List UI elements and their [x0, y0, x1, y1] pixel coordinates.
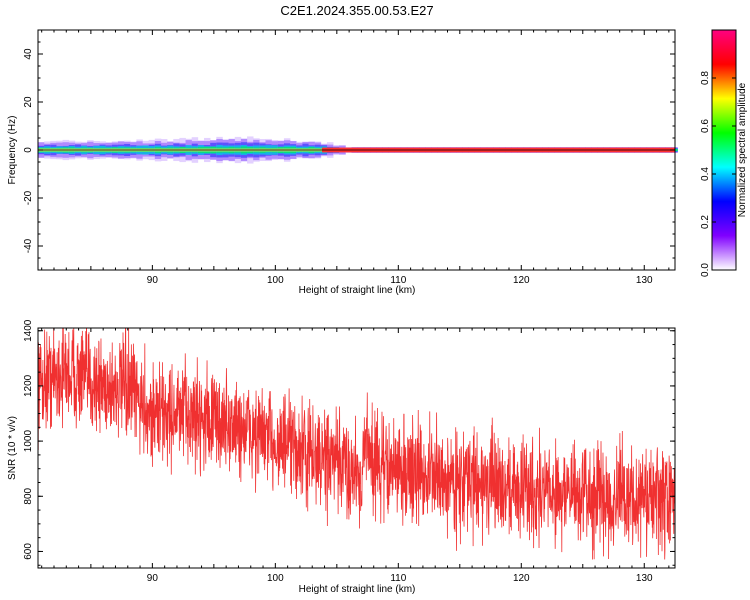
colorbar-gradient: [711, 29, 737, 271]
snr-axes: 90 100 110 120 130 600 800 1000 1200 1400: [23, 319, 675, 584]
colorbar-tick-label: 0.4: [700, 167, 711, 181]
snr-x-tick-label: 110: [390, 573, 406, 584]
spectrogram-y-tick-label: 0: [23, 147, 34, 153]
spectrogram-x-tick-label: 130: [636, 275, 653, 286]
figure-title: C2E1.2024.355.00.53.E27: [280, 3, 433, 18]
snr-y-tick-label: 600: [23, 543, 34, 560]
colorbar: 0.0 0.2 0.4 0.6 0.8 Normalized spectral ampl…: [700, 29, 748, 277]
spectrogram-x-tick-label: 120: [513, 275, 530, 286]
snr-y-axis-label: SNR (10 * v/v): [7, 416, 18, 480]
snr-x-tick-label: 90: [147, 573, 159, 584]
snr-x-axis-label: Height of straight line (km): [299, 584, 416, 595]
spectrogram-band: [38, 136, 678, 164]
spectrogram-x-axis-label: Height of straight line (km): [299, 285, 416, 296]
spectrogram-y-axis-label: Frequency (Hz): [7, 116, 18, 185]
snr-x-tick-label: 120: [513, 573, 530, 584]
colorbar-tick-label: 0.0: [700, 263, 711, 277]
spectrogram-y-tick-label: 40: [23, 48, 34, 60]
snr-y-tick-label: 1000: [23, 430, 34, 453]
spectrogram-y-tick-label: -40: [23, 238, 34, 253]
spectrogram-y-tick-label: -20: [23, 190, 34, 205]
spectrogram-panel: 90 100 110 120 130 -40 -20 0 20 40 Height of stra…: [7, 29, 678, 296]
colorbar-tick-label: 0.6: [700, 119, 711, 133]
snr-y-tick-label: 800: [23, 487, 34, 504]
snr-frame: [37, 327, 676, 569]
spectrogram-x-tick-label: 110: [390, 275, 406, 286]
snr-y-tick-label: 1400: [23, 319, 34, 342]
snr-panel: 90 100 110 120 130 600 800 1000 1200 1400 Height …: [7, 319, 676, 595]
colorbar-ticks: 0.0 0.2 0.4 0.6 0.8: [700, 71, 736, 277]
spectrogram-x-tick-label: 90: [147, 275, 159, 286]
spectrogram-y-tick-label: 20: [23, 96, 34, 108]
colorbar-label: Normalized spectral amplitude: [737, 82, 748, 217]
snr-series-line: [38, 328, 675, 560]
colorbar-tick-label: 0.2: [700, 215, 711, 229]
spectrogram-axes: 90 100 110 120 130 -40 -20 0 20 40: [23, 29, 675, 286]
snr-y-tick-label: 1200: [23, 374, 34, 397]
spectrogram-x-tick-label: 100: [267, 275, 284, 286]
snr-x-tick-label: 130: [636, 573, 653, 584]
snr-x-tick-label: 100: [267, 573, 284, 584]
colorbar-tick-label: 0.8: [700, 71, 711, 85]
